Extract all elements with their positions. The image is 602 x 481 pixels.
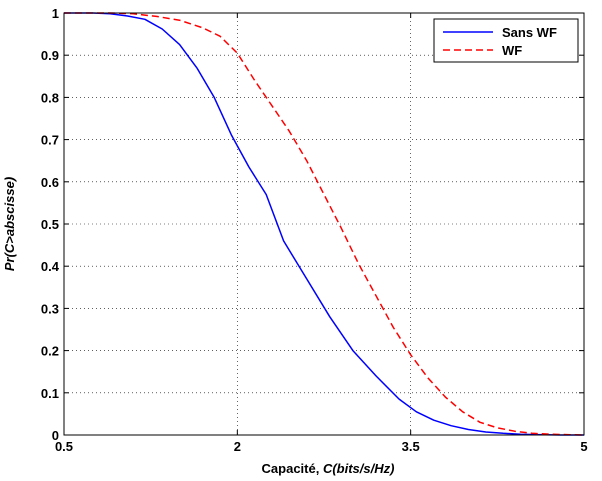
y-tick-label: 1 (52, 6, 59, 21)
ticks: 0.5 2 3.5 5 0 0.1 0.2 0.3 0.4 0.5 0.6 0.7 0.8 0.9 1 (41, 6, 588, 454)
series-layer (64, 12, 585, 436)
legend-label-sans-wf: Sans WF (502, 25, 557, 40)
y-tick-label: 0 (52, 428, 59, 443)
y-tick-label: 0.2 (41, 344, 59, 359)
y-tick-label: 0.8 (41, 90, 59, 105)
y-axis-label: Pr(C>abscisse) (2, 177, 17, 271)
legend: Sans WF WF (433, 18, 579, 63)
legend-box (433, 18, 579, 63)
series-line-wf (64, 12, 585, 436)
y-tick-label: 0.4 (41, 259, 60, 274)
y-tick-label: 0.3 (41, 301, 59, 316)
series-line-sans-wf (64, 12, 584, 436)
y-tick-label: 0.9 (41, 48, 59, 63)
x-axis-label: Capacité, C(bits/s/Hz) (262, 461, 395, 476)
x-tick-label: 2 (234, 439, 241, 454)
y-tick-label: 0.5 (41, 217, 59, 232)
x-tick-label: 5 (580, 439, 587, 454)
y-tick-label: 0.6 (41, 175, 59, 190)
x-tick-label: 0.5 (55, 439, 73, 454)
y-tick-label: 0.7 (41, 133, 59, 148)
x-tick-label: 3.5 (402, 439, 420, 454)
legend-label-wf: WF (502, 43, 522, 58)
y-tick-label: 0.1 (41, 386, 59, 401)
